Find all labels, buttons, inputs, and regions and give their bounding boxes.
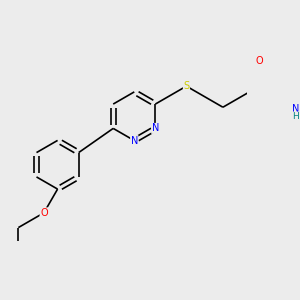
Text: S: S: [183, 81, 190, 91]
Text: H: H: [292, 112, 299, 121]
Text: O: O: [256, 56, 263, 66]
Text: N: N: [152, 123, 159, 134]
Text: N: N: [130, 136, 138, 146]
Text: N: N: [292, 104, 300, 114]
Text: O: O: [40, 208, 48, 218]
